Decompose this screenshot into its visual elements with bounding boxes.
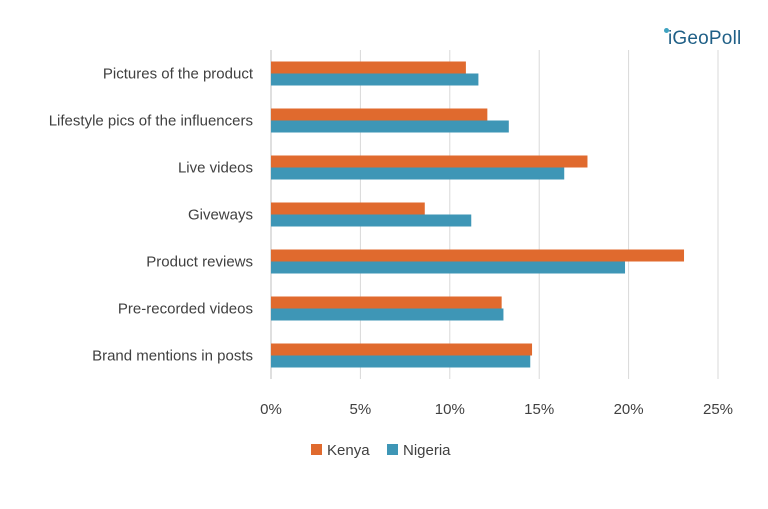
logo-prefix: i [668,28,673,49]
bar-nigeria [271,308,504,321]
x-tick-label: 15% [524,401,554,418]
x-tick-label: 5% [350,401,372,418]
geopoll-logo: iGeoPoll [664,28,741,50]
bar-kenya [271,108,488,121]
logo-text: GeoPoll [672,28,742,49]
x-tick-label: 25% [703,401,733,418]
category-label: Pictures of the product [103,66,254,83]
bar-kenya [271,343,533,356]
legend-label-nigeria: Nigeria [403,442,451,459]
legend-swatch-kenya [311,444,322,455]
bar-nigeria [271,167,565,180]
bar-kenya [271,296,502,309]
bar-nigeria [271,355,531,368]
bar-kenya [271,155,588,168]
logo-dot-icon [664,28,669,33]
bar-nigeria [271,214,472,227]
x-tick-label: 0% [260,401,282,418]
bar-nigeria [271,73,479,86]
category-label: Live videos [178,160,253,177]
category-label: Lifestyle pics of the influencers [49,113,253,130]
legend: Kenya Nigeria [311,442,451,459]
category-label: Brand mentions in posts [92,348,253,365]
x-tick-label: 20% [614,401,644,418]
bar-kenya [271,61,466,74]
category-labels: Pictures of the product Lifestyle pics of… [49,66,254,365]
bars [271,61,685,368]
legend-swatch-nigeria [387,444,398,455]
bar-nigeria [271,120,509,133]
legend-label-kenya: Kenya [327,442,370,459]
bar-nigeria [271,261,626,274]
category-label: Pre-recorded videos [118,301,253,318]
bar-kenya [271,249,685,262]
category-label: Giveways [188,207,253,224]
category-label: Product reviews [146,254,253,271]
x-tick-label: 10% [435,401,465,418]
x-tick-labels: 0% 5% 10% 15% 20% 25% [260,401,733,418]
bar-kenya [271,202,425,215]
